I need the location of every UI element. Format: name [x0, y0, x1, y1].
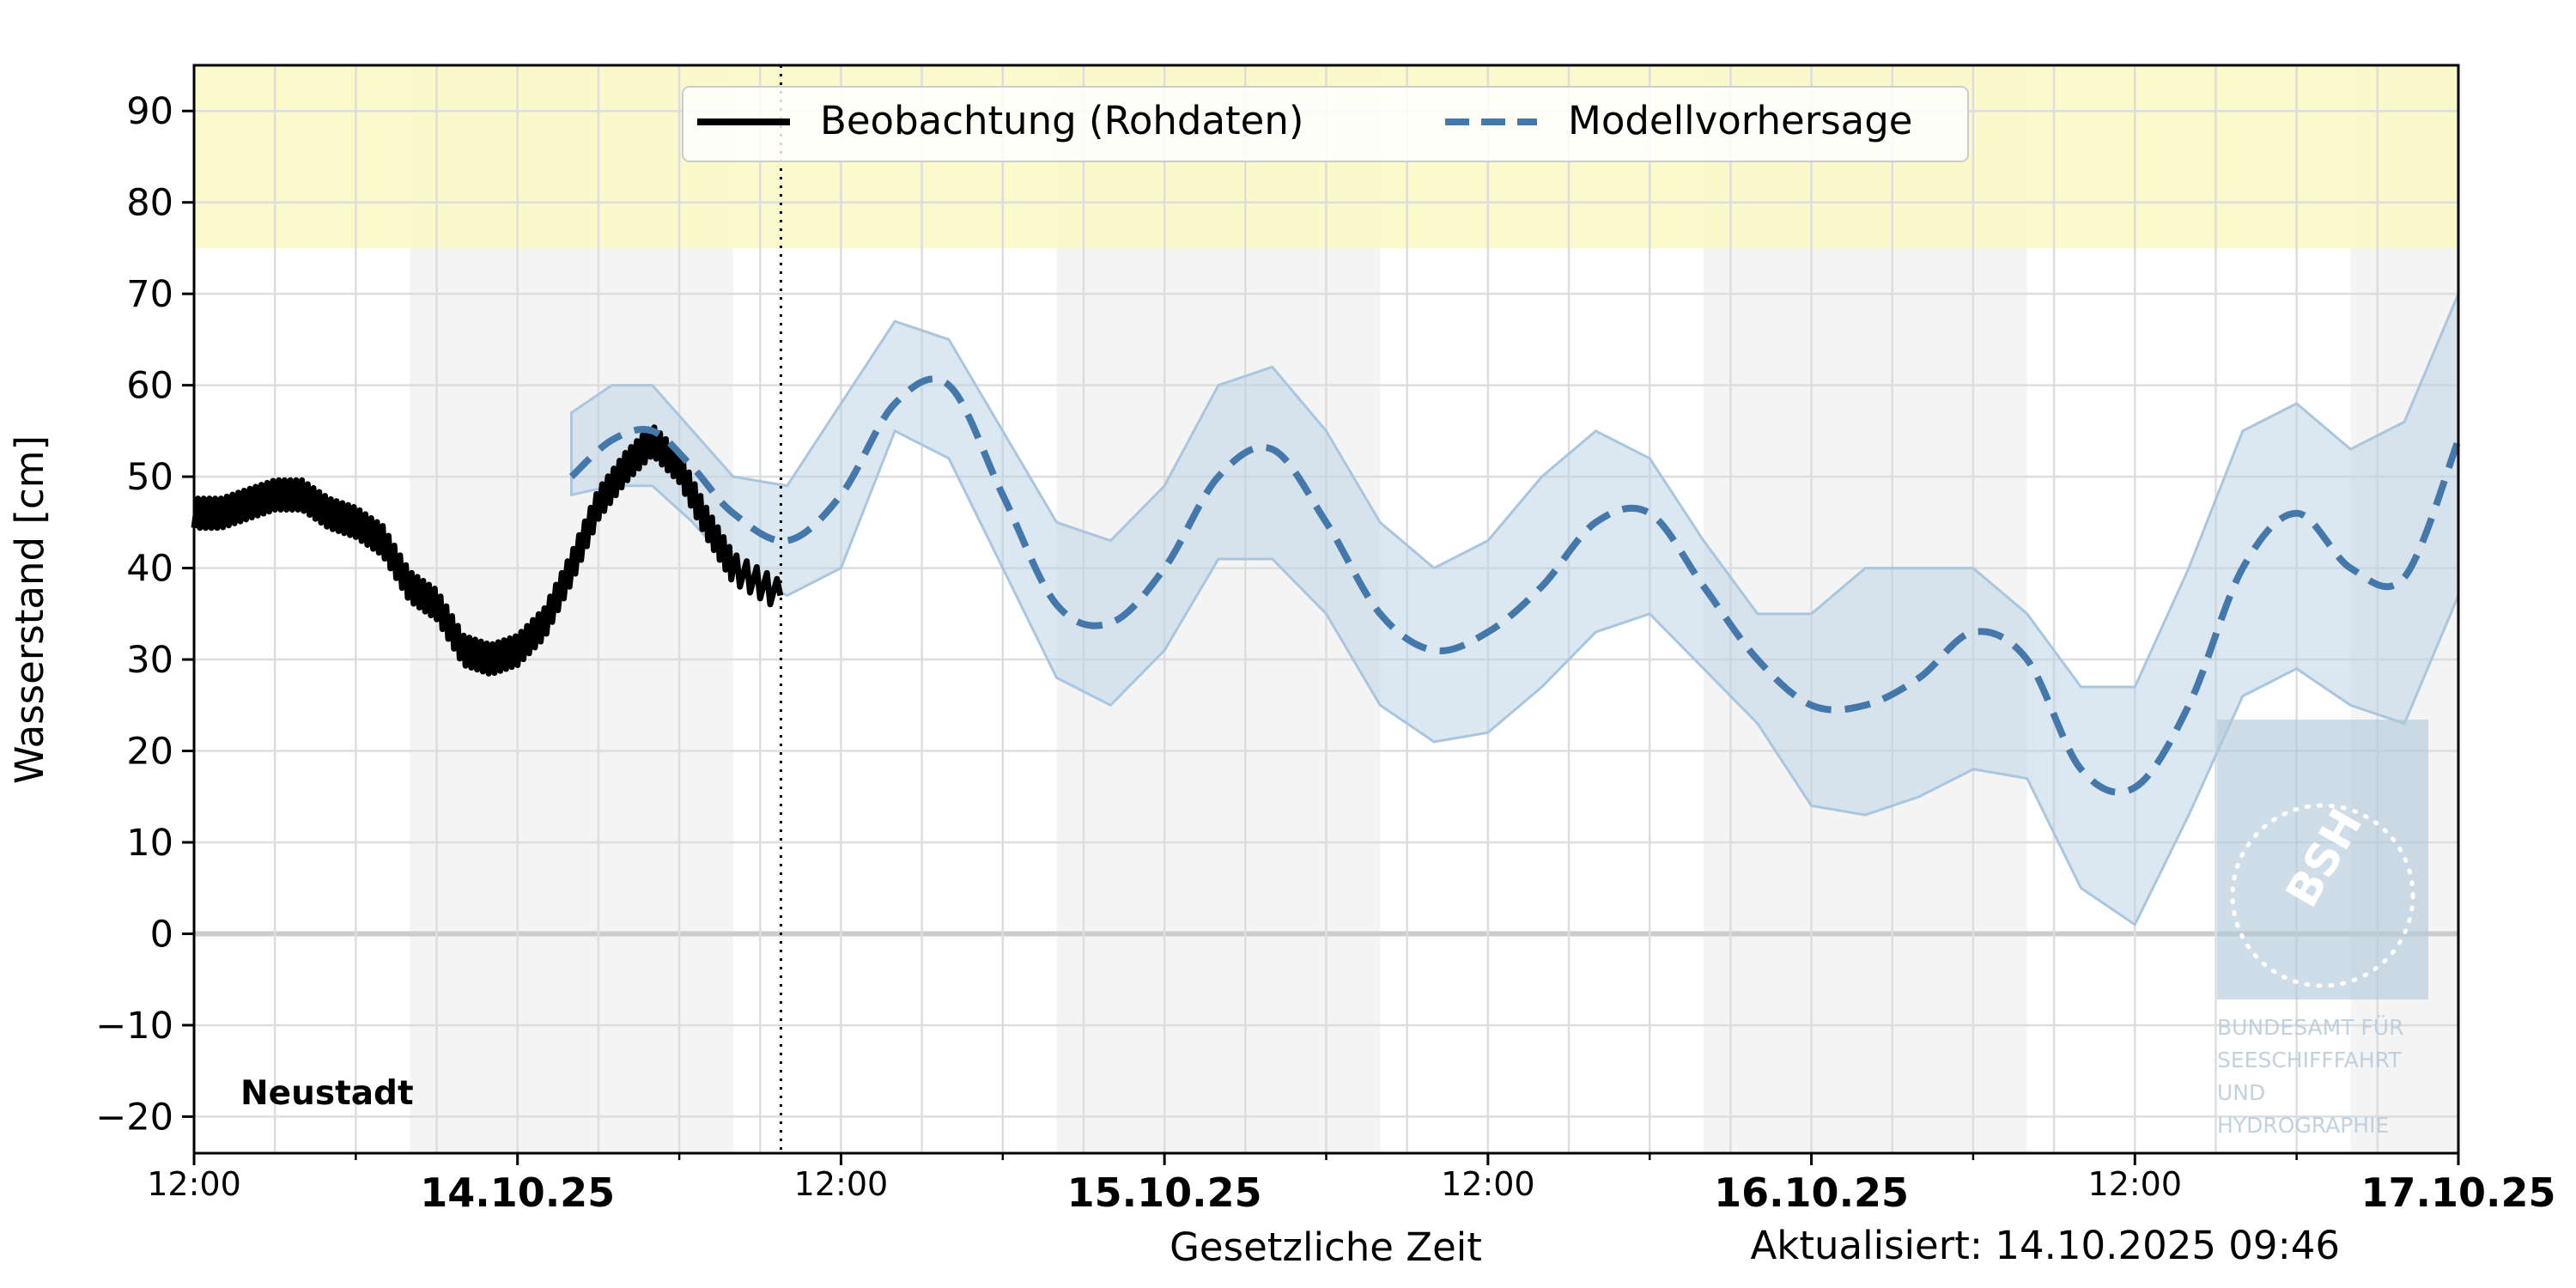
y-tick-label: 70: [126, 273, 173, 316]
bsh-logo-ring: [2230, 803, 2415, 988]
bsh-line-2: SEESCHIFFFAHRT: [2217, 1048, 2402, 1072]
y-tick-label: 40: [126, 548, 173, 591]
y-axis-title: Wasserstand [cm]: [7, 435, 52, 784]
x-tick-label: 12:00: [794, 1165, 889, 1203]
bsh-watermark: BSH BUNDESAMT FÜR SEESCHIFFFAHRT UND HYD…: [2217, 720, 2428, 1138]
legend-label-forecast: Modellvorhersage: [1568, 98, 1912, 143]
station-label: Neustadt: [240, 1074, 414, 1113]
x-tick-label: 14.10.25: [420, 1170, 615, 1216]
y-tick-label: 60: [126, 365, 173, 408]
y-tick-label: 30: [126, 639, 173, 682]
x-axis-title: Gesetzliche Zeit: [1170, 1224, 1482, 1270]
bsh-line-4: HYDROGRAPHIE: [2217, 1113, 2389, 1138]
y-tick-label: 0: [150, 913, 173, 956]
x-tick-label: 15.10.25: [1067, 1170, 1262, 1216]
y-tick-label: 20: [126, 731, 173, 774]
y-tick-label: −10: [95, 1005, 173, 1048]
legend-label-observation: Beobachtung (Rohdaten): [820, 98, 1303, 143]
legend: Beobachtung (Rohdaten) Modellvorhersage: [682, 86, 1969, 162]
y-tick-label: 80: [126, 182, 173, 225]
y-tick-label: 10: [126, 822, 173, 865]
x-tick-label: 12:00: [147, 1165, 241, 1203]
x-tick-label: 12:00: [2088, 1165, 2183, 1203]
series-layer: [191, 375, 2462, 796]
x-tick-label: 17.10.25: [2361, 1170, 2556, 1216]
x-tick-label: 16.10.25: [1714, 1170, 1909, 1216]
y-tick-label: 90: [126, 90, 173, 133]
bsh-line-1: BUNDESAMT FÜR: [2217, 1015, 2403, 1040]
observation-line: [191, 424, 784, 677]
y-tick-label: 50: [126, 456, 173, 499]
updated-timestamp: Aktualisiert: 14.10.2025 09:46: [1751, 1223, 2340, 1268]
bsh-line-3: UND: [2217, 1080, 2265, 1105]
tick-layer: 90 80 70 60 50 40 30 20 10 0 −10 −20 12:00 14.10.25 12…: [95, 65, 2556, 1216]
x-tick-label: 12:00: [1441, 1165, 1535, 1203]
legend-box: [682, 86, 1969, 162]
y-tick-label: −20: [95, 1096, 173, 1139]
forecast-line: [568, 375, 2462, 796]
